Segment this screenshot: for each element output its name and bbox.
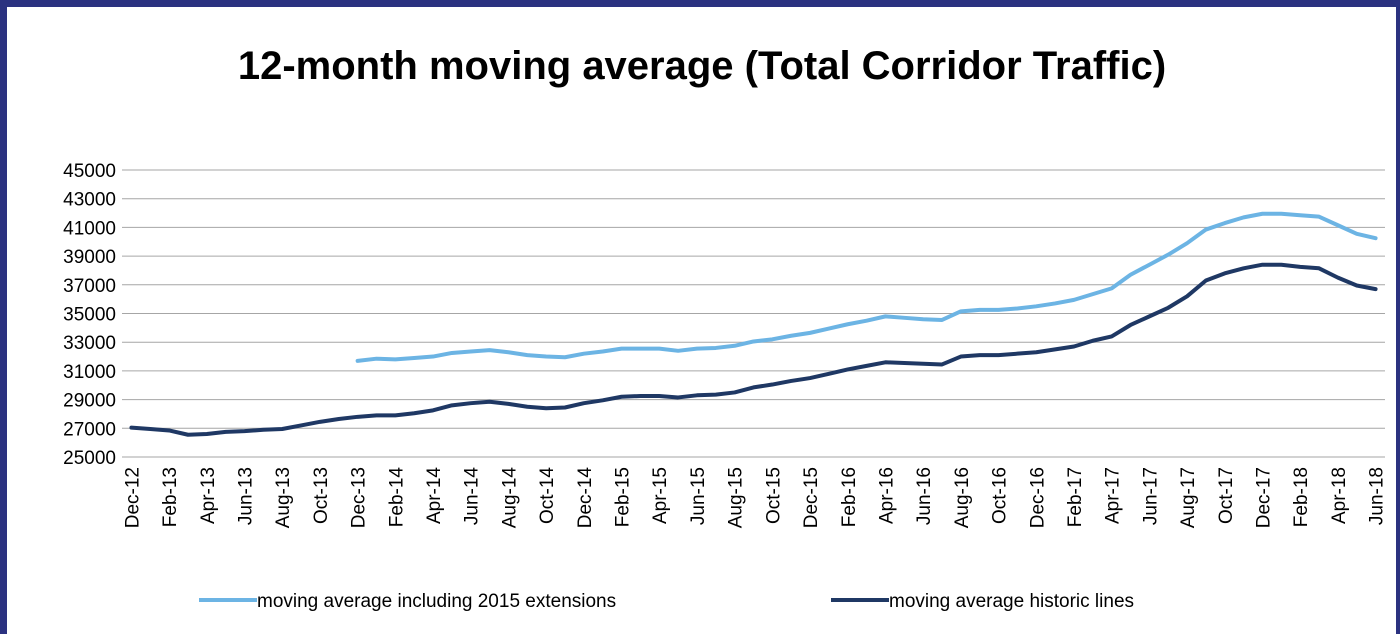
- y-tick-label: 31000: [63, 362, 116, 383]
- x-tick-label: Aug-14: [499, 467, 520, 529]
- x-tick-label: Oct-14: [537, 467, 558, 524]
- x-tick-label: Apr-15: [650, 467, 671, 524]
- x-tick-label: Feb-14: [386, 467, 407, 528]
- x-tick-label: Jun-17: [1140, 467, 1161, 525]
- x-tick-label: Apr-14: [424, 467, 445, 524]
- series-line: [355, 211, 1378, 363]
- x-tick-label: Oct-17: [1216, 467, 1237, 524]
- legend-label: moving average historic lines: [889, 591, 1134, 612]
- x-tick-label: Dec-16: [1027, 467, 1048, 528]
- y-tick-label: 25000: [63, 448, 116, 469]
- x-tick-label: Feb-18: [1291, 467, 1312, 527]
- x-tick-label: Apr-18: [1329, 467, 1350, 524]
- y-tick-label: 35000: [63, 305, 116, 326]
- x-tick-label: Aug-17: [1178, 467, 1199, 528]
- legend-label: moving average including 2015 extensions: [257, 591, 616, 612]
- x-tick-label: Dec-17: [1253, 467, 1274, 528]
- x-tick-label: Apr-16: [876, 467, 897, 524]
- chart-title: 12-month moving average (Total Corridor …: [237, 44, 1167, 88]
- x-tick-label: Feb-16: [839, 467, 860, 527]
- x-tick-label: Aug-16: [952, 467, 973, 528]
- x-tick-label: Dec-14: [575, 467, 596, 529]
- y-tick-label: 45000: [63, 161, 116, 182]
- y-tick-label: 37000: [63, 276, 116, 297]
- x-tick-label: Jun-14: [462, 467, 483, 526]
- x-tick-label: Feb-15: [613, 467, 634, 527]
- x-tick-label: Dec-15: [801, 467, 822, 528]
- x-tick-label: Jun-16: [914, 467, 935, 525]
- x-tick-label: Feb-13: [160, 467, 181, 527]
- x-tick-label: Aug-13: [273, 467, 294, 528]
- y-tick-label: 27000: [63, 419, 116, 440]
- x-tick-label: Feb-17: [1065, 467, 1086, 527]
- x-tick-label: Aug-15: [726, 467, 747, 528]
- x-tick-label: Dec-12: [122, 467, 143, 528]
- x-tick-label: Jun-15: [688, 467, 709, 525]
- chart: 25000 27000 29000 31000 33000 35000 37000 39000…: [63, 161, 1388, 612]
- x-tick-label: Apr-17: [1103, 467, 1124, 524]
- x-tick-label: Apr-13: [198, 467, 219, 524]
- x-tick-label: Jun-18: [1367, 467, 1388, 525]
- x-tick-label: Oct-15: [763, 467, 784, 524]
- series-line: [129, 262, 1378, 437]
- x-tick-label: Oct-13: [311, 467, 332, 524]
- y-tick-label: 33000: [63, 333, 116, 354]
- y-tick-label: 29000: [63, 391, 116, 412]
- x-tick-label: Oct-16: [990, 467, 1011, 524]
- y-tick-label: 39000: [63, 247, 116, 268]
- x-tick-label: Dec-13: [349, 467, 370, 528]
- y-tick-label: 41000: [63, 218, 116, 239]
- x-tick-label: Jun-13: [236, 467, 257, 525]
- y-tick-label: 43000: [63, 190, 116, 211]
